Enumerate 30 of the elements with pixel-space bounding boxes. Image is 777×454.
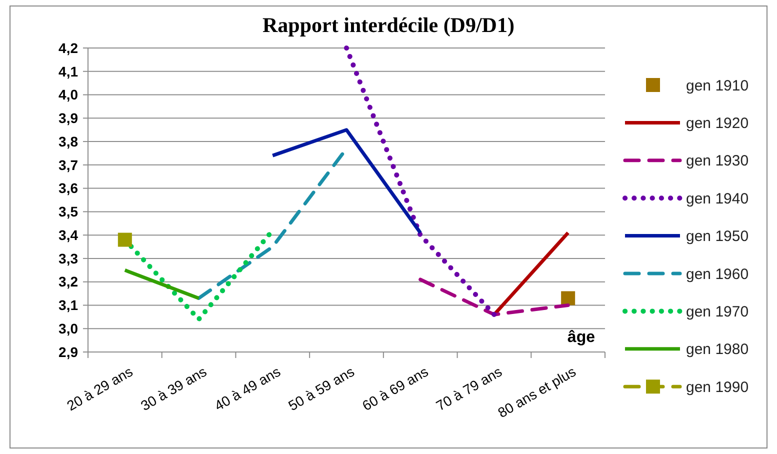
y-tick-label: 3,2 (58, 274, 78, 290)
x-tick-label: 60 à 69 ans (359, 363, 431, 414)
x-tick-label: 20 à 29 ans (64, 363, 136, 414)
y-tick-label: 3,0 (58, 320, 78, 337)
legend-label: gen 1930 (686, 152, 749, 170)
y-tick-label: 3,4 (58, 226, 78, 243)
y-tick-label: 4,0 (58, 86, 78, 103)
y-tick-label: 4,1 (58, 63, 78, 80)
legend-label: gen 1960 (686, 266, 749, 283)
x-axis-title: âge (567, 329, 596, 346)
y-tick-label: 4,2 (58, 40, 78, 56)
x-tick-label: 50 à 59 ans (286, 363, 357, 414)
legend-label: gen 1940 (686, 190, 749, 208)
y-tick-label: 3,1 (58, 297, 78, 314)
y-tick-label: 3,3 (58, 250, 78, 266)
legend-label: gen 1990 (686, 378, 749, 396)
y-tick-label: 3,5 (58, 204, 78, 220)
y-tick-label: 3,8 (58, 133, 78, 150)
y-tick-label: 3,6 (58, 180, 78, 196)
y-tick-label: 2,9 (58, 344, 78, 360)
legend-label: gen 1950 (686, 228, 749, 246)
legend-label: gen 1920 (686, 114, 749, 132)
y-tick-label: 3,9 (58, 110, 78, 126)
legend-label: gen 1970 (686, 303, 749, 320)
legend-label: gen 1910 (686, 77, 749, 94)
chart-title: Rapport interdécile (D9/D1) (262, 13, 514, 37)
x-tick-label: 40 à 49 ans (212, 363, 284, 414)
legend-label: gen 1980 (686, 341, 749, 358)
y-tick-label: 3,7 (58, 156, 78, 173)
x-tick-label: 30 à 39 ans (138, 363, 210, 414)
